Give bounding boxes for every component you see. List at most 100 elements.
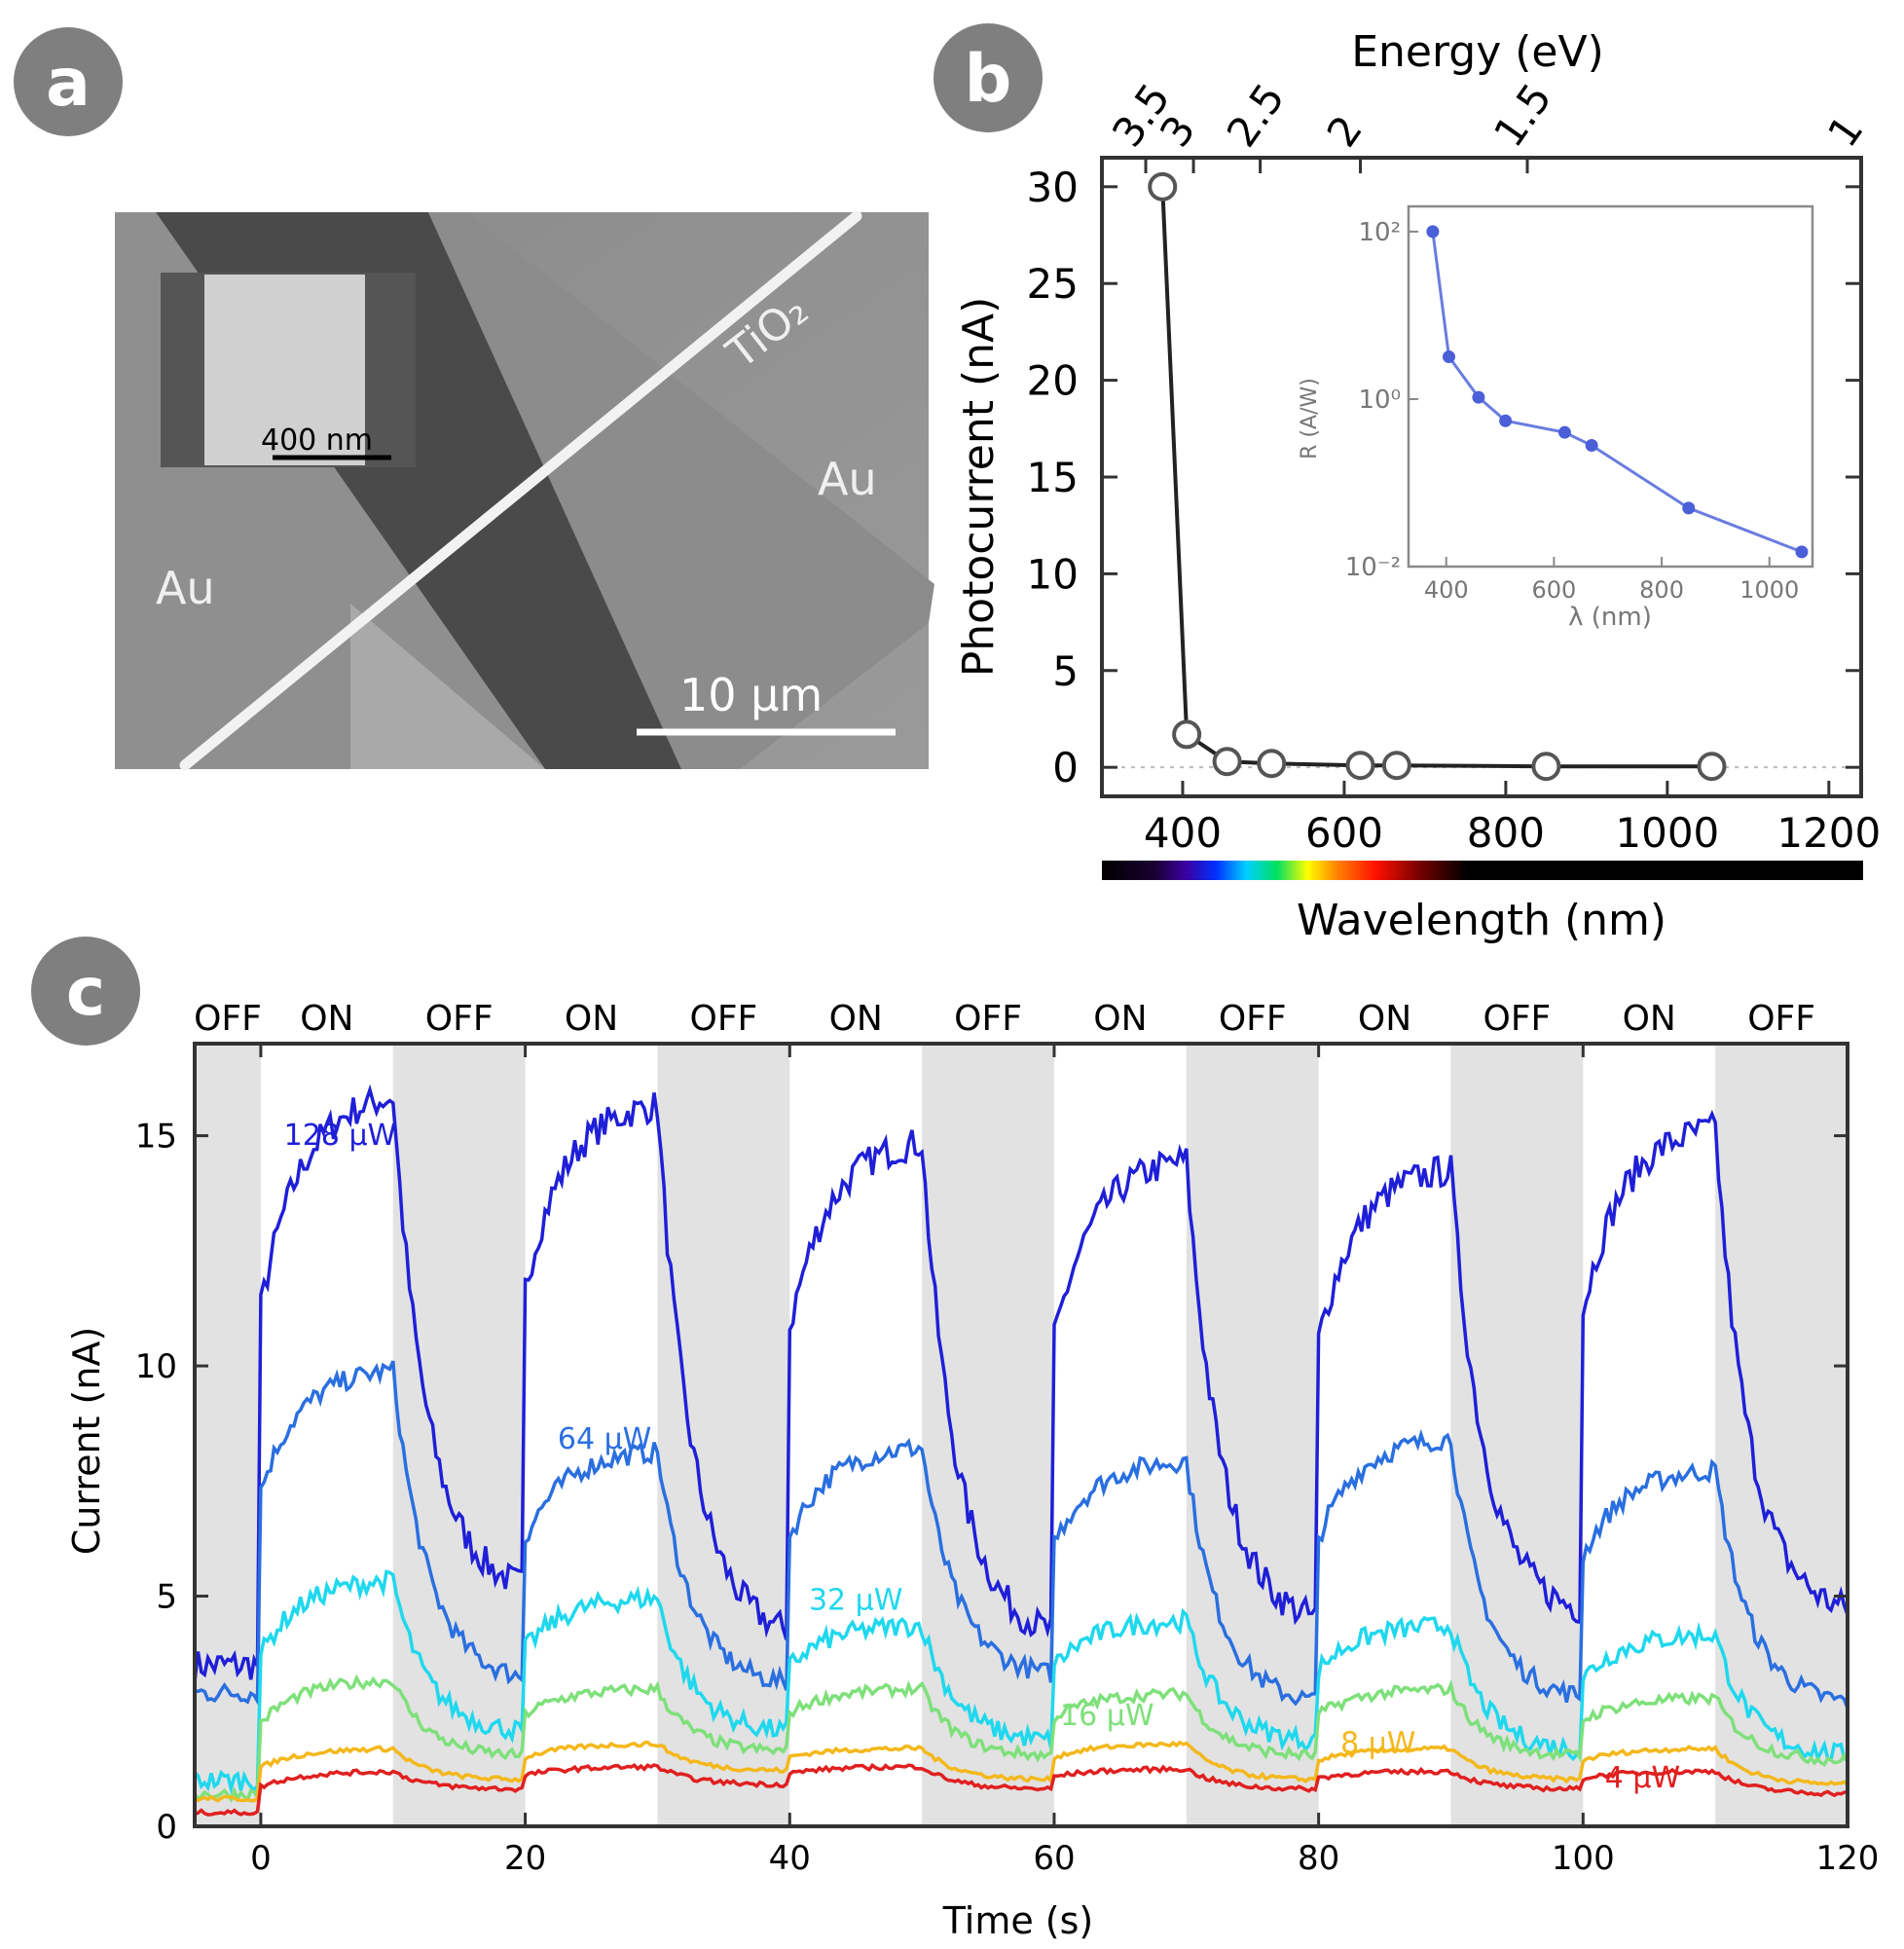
x-tick-label: 1200 [1776,809,1881,857]
state-label: ON [829,999,883,1039]
plot-c-y-ticks: 0 5 10 15 [135,1118,1848,1847]
inset-y-label: R (A/W) [1298,378,1322,460]
y-tick-label: 10 [135,1347,177,1386]
inset-x-tick-label: 1000 [1739,576,1799,604]
photocurrent-point [1381,751,1411,781]
panel-c-badge [31,937,140,1046]
plot-b-series [1148,171,1727,782]
state-label: OFF [425,999,494,1039]
top-tick-label: 1.5 [1484,75,1560,156]
energy-axis-label: Energy (eV) [1351,27,1604,77]
state-label: ON [1093,999,1147,1039]
plot-c-series [193,1084,1849,1817]
responsivity-point [1682,501,1696,515]
off-band [195,1044,261,1826]
responsivity-point [1472,390,1485,404]
series-line-5 [194,1762,1849,1817]
state-label: OFF [194,999,262,1039]
responsivity-line [1431,231,1803,554]
off-bands [195,1044,1848,1826]
inset-scale-label: 400 nm [261,423,373,458]
top-tick-label: 2.5 [1218,75,1294,156]
series-line-2 [193,1569,1849,1795]
inset-x-tick-label: 800 [1639,576,1684,604]
series-label-5: 4 µW [1605,1761,1680,1795]
off-band [657,1044,790,1826]
x-tick-label: 40 [769,1839,811,1878]
x-tick-label: 80 [1298,1839,1339,1878]
series-label-0: 128 µW [284,1119,397,1153]
series-label-4: 8 µW [1340,1726,1415,1760]
photocurrent-point [1697,752,1727,782]
plot-c-series-labels: 128 µW 64 µW 32 µW 16 µW 8 µW 4 µW [284,1119,1680,1795]
inset-x-tick-label: 400 [1424,576,1469,604]
off-band [1715,1044,1848,1826]
state-label: ON [300,999,353,1039]
inset-x-tick-label: 600 [1531,576,1576,604]
inset-series [1426,225,1809,559]
responsivity-point [1443,349,1455,363]
x-tick-label: 600 [1305,809,1383,857]
plot-b-y-ticks: 0 5 10 15 20 25 30 [1027,164,1861,791]
inset-frame [1407,204,1814,569]
series-label-1: 64 µW [558,1422,651,1456]
state-label: OFF [1747,999,1815,1039]
au-label-left: Au [156,562,215,614]
plot-c-frame [193,1042,1849,1828]
responsivity-point [1426,225,1440,239]
state-label: OFF [1483,999,1552,1039]
panel-b: b Energy (eV) Photocurrent (nA) Waveleng… [934,23,1881,945]
series-label-2: 32 µW [809,1584,902,1618]
off-band [392,1044,526,1826]
state-label: ON [1358,999,1411,1039]
photocurrent-point [1212,747,1242,777]
plot-b-x-ticks: 400 600 800 1000 1200 [1144,781,1881,857]
y-tick-label: 5 [1052,647,1079,695]
inset-y-tick-label: 10² [1358,218,1401,247]
photocurrent-point [1148,171,1178,202]
series-line-1 [194,1360,1849,1710]
responsivity-point [1585,439,1598,453]
panel-b-badge [934,23,1043,132]
off-band [922,1044,1054,1826]
series-line-4 [194,1740,1849,1803]
off-band [1450,1044,1584,1826]
series-line-0 [193,1084,1849,1682]
x-tick-label: 20 [504,1839,546,1878]
inset-x-label: λ (nm) [1568,603,1652,632]
series-label-3: 16 µW [1060,1699,1153,1733]
state-label: ON [1623,999,1676,1039]
y-tick-label: 10 [1027,550,1079,598]
y-tick-label: 0 [156,1808,177,1847]
plot-c-x-ticks: 0 20 40 60 80 100 120 [250,1044,1879,1878]
y-tick-label: 5 [156,1578,177,1617]
responsivity-point [1795,545,1809,559]
wavelength-colorbar [1102,861,1863,880]
photocurrent-point [1345,751,1375,781]
responsivity-point [1499,414,1513,427]
top-tick-label: 2 [1318,107,1372,156]
responsivity-point [1557,425,1571,439]
y-tick-label: 30 [1027,164,1079,211]
inset-y-tick-label: 10⁰ [1358,386,1401,415]
current-axis-label: Current (nA) [65,1327,108,1556]
y-tick-label: 0 [1052,744,1079,791]
photocurrent-point [1531,752,1561,782]
state-label: ON [565,999,618,1039]
state-label: OFF [689,999,757,1039]
panel-c: c Current (nA) Time (s) OFF ON OFF ON OFF ON O… [31,937,1879,1942]
y-tick-label: 15 [1027,454,1079,501]
photocurrent-point [1172,719,1202,750]
x-tick-label: 60 [1033,1839,1075,1878]
series-line-3 [193,1673,1849,1804]
main-scale-label: 10 µm [679,669,823,721]
y-tick-label: 25 [1027,260,1079,308]
y-tick-label: 15 [135,1118,177,1157]
panel-c-label: c [66,954,105,1031]
panel-a-badge [14,27,123,136]
y-tick-label: 20 [1027,357,1079,405]
photocurrent-axis-label: Photocurrent (nA) [954,297,1004,678]
photocurrent-point [1257,749,1287,779]
au-label-right: Au [818,453,877,505]
